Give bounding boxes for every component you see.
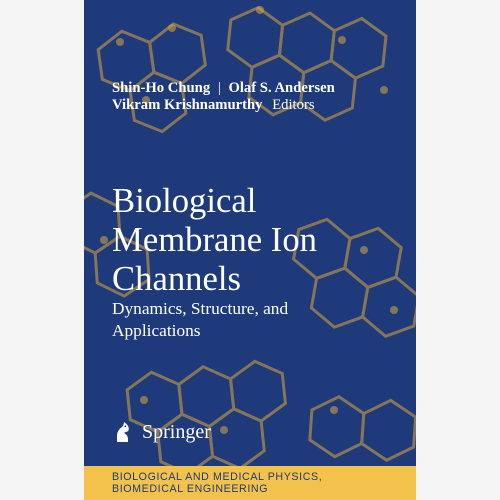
series-text: BIOLOGICAL AND MEDICAL PHYSICS, BIOMEDIC… [112,471,322,496]
series-strip: BIOLOGICAL AND MEDICAL PHYSICS, BIOMEDIC… [84,466,416,500]
editor-name-3: Vikram Krishnamurthy [112,97,263,113]
publisher-name: Springer [142,421,211,444]
title-line-2: Membrane Ion [112,221,317,260]
page-background: Shin-Ho Chung | Olaf S. Andersen Vikram … [0,0,500,500]
subtitle-line-1: Dynamics, Structure, and [112,298,288,320]
editors-block: Shin-Ho Chung | Olaf S. Andersen Vikram … [112,80,335,114]
publisher-block: Springer [112,420,211,444]
title-line-3: Channels [112,260,317,299]
series-line-1: BIOLOGICAL AND MEDICAL PHYSICS, [112,471,322,483]
springer-horse-icon [112,420,134,444]
title-block: Biological Membrane Ion Channels [112,182,317,298]
editor-separator: | [214,80,225,96]
subtitle-block: Dynamics, Structure, and Applications [112,298,288,342]
series-line-2: BIOMEDICAL ENGINEERING [112,483,322,495]
editors-line-1: Shin-Ho Chung | Olaf S. Andersen [112,80,335,97]
book-cover: Shin-Ho Chung | Olaf S. Andersen Vikram … [84,0,416,500]
subtitle-line-2: Applications [112,320,288,342]
editor-name-2: Olaf S. Andersen [228,80,334,96]
editor-name-1: Shin-Ho Chung [112,80,210,96]
title-line-1: Biological [112,182,317,221]
editor-role-label: Editors [272,97,314,113]
editors-line-2: Vikram Krishnamurthy Editors [112,97,335,114]
